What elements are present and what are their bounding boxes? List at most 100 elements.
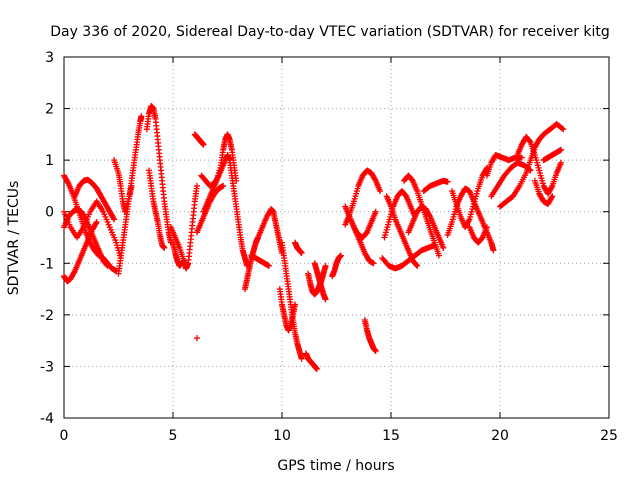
series-arc32: [379, 242, 438, 272]
data-point: [435, 252, 442, 259]
y-tick-label: -1: [40, 256, 54, 272]
data-point: [526, 138, 533, 145]
series-arc14: [200, 131, 240, 215]
data-point: [178, 260, 185, 267]
plot-frame: [63, 56, 610, 419]
series-arc42: [514, 133, 565, 197]
x-tick-label: 5: [169, 428, 178, 444]
x-tick-label: 20: [491, 428, 509, 444]
data-points: [61, 102, 567, 373]
data-point: [370, 260, 377, 267]
data-point: [298, 355, 305, 362]
data-point: [93, 219, 100, 226]
data-point: [161, 244, 168, 251]
data-point: [200, 141, 207, 148]
data-point: [103, 262, 110, 269]
data-point: [220, 182, 227, 189]
series-arc24: [311, 260, 329, 303]
series-arc15: [193, 182, 227, 236]
data-point: [128, 182, 135, 189]
data-point: [372, 176, 379, 183]
series-arc19: [279, 239, 305, 362]
data-point: [64, 179, 71, 186]
data-point: [426, 212, 433, 219]
data-point: [558, 146, 565, 153]
data-point: [549, 193, 556, 200]
series-arc37: [449, 164, 490, 231]
series-arc17: [255, 206, 285, 256]
y-axis-label: SDTVAR / TECUs: [6, 181, 22, 296]
data-point: [111, 216, 118, 223]
data-point: [233, 177, 240, 184]
series-arc22: [302, 350, 320, 373]
data-point: [560, 126, 567, 133]
x-axis-label: GPS time / hours: [277, 458, 394, 474]
data-point: [559, 125, 566, 132]
data-point: [483, 224, 490, 231]
series-arc29: [361, 317, 379, 354]
y-tick-label: -2: [40, 308, 54, 324]
series-arc13: [198, 151, 251, 269]
series-arc11: [170, 239, 185, 269]
series-arc41: [497, 121, 567, 210]
data-point: [548, 184, 555, 191]
series-arc6: [111, 113, 145, 215]
data-point: [322, 262, 329, 269]
y-tick-label: 0: [45, 205, 54, 221]
series-arc35: [420, 177, 451, 195]
y-tick-label: 2: [45, 102, 54, 118]
series-arc5: [61, 198, 124, 262]
x-tick-label: 15: [382, 428, 400, 444]
series-arc39: [483, 151, 525, 179]
y-tick-label: 3: [45, 50, 54, 66]
data-point: [138, 113, 145, 120]
gridlines: [64, 57, 609, 418]
data-point: [71, 269, 78, 276]
series-arc9: [146, 167, 168, 251]
data-point: [372, 347, 379, 354]
series-arc12: [191, 131, 207, 148]
series-arc3: [61, 206, 111, 269]
series-arc7: [115, 182, 135, 277]
data-point: [292, 301, 299, 308]
data-point: [372, 208, 379, 215]
data-point: [104, 262, 111, 269]
series-arc28: [348, 219, 377, 267]
data-point: [548, 194, 555, 201]
data-point: [414, 262, 421, 269]
data-point: [322, 296, 329, 303]
y-tick-label: -4: [40, 411, 54, 427]
series-arc10: [167, 182, 200, 272]
data-point: [490, 247, 497, 254]
data-point: [265, 262, 272, 269]
series-arc34: [405, 203, 447, 251]
x-tick-label: 10: [273, 428, 291, 444]
data-point: [313, 366, 320, 373]
x-tick-label: 25: [600, 428, 618, 444]
series-arc25: [329, 252, 344, 280]
series-arc4: [71, 176, 118, 223]
series-isolated: [193, 335, 200, 342]
x-tick-label: 0: [60, 428, 69, 444]
series-arc21: [292, 239, 305, 256]
data-point: [465, 217, 472, 224]
y-tick-label: 1: [45, 153, 54, 169]
data-point: [413, 262, 420, 269]
data-point: [110, 215, 117, 222]
series-arc20: [276, 286, 299, 334]
data-point: [193, 335, 200, 342]
data-point: [92, 220, 99, 227]
data-point: [518, 154, 525, 161]
data-point: [377, 188, 384, 195]
x-axis: 0 5 10 15 20 25: [60, 57, 618, 444]
chart-title: Day 336 of 2020, Sidereal Day-to-day VTE…: [50, 24, 610, 40]
data-point: [444, 178, 451, 185]
series-arc38: [466, 224, 490, 246]
series-arc18: [248, 252, 272, 269]
data-point: [298, 249, 305, 256]
y-axis: -4 -3 -2 -1 0 1 2 3: [40, 50, 609, 427]
series-arc40: [488, 159, 534, 200]
series-arc43: [531, 177, 556, 207]
series-arc26: [342, 167, 384, 228]
